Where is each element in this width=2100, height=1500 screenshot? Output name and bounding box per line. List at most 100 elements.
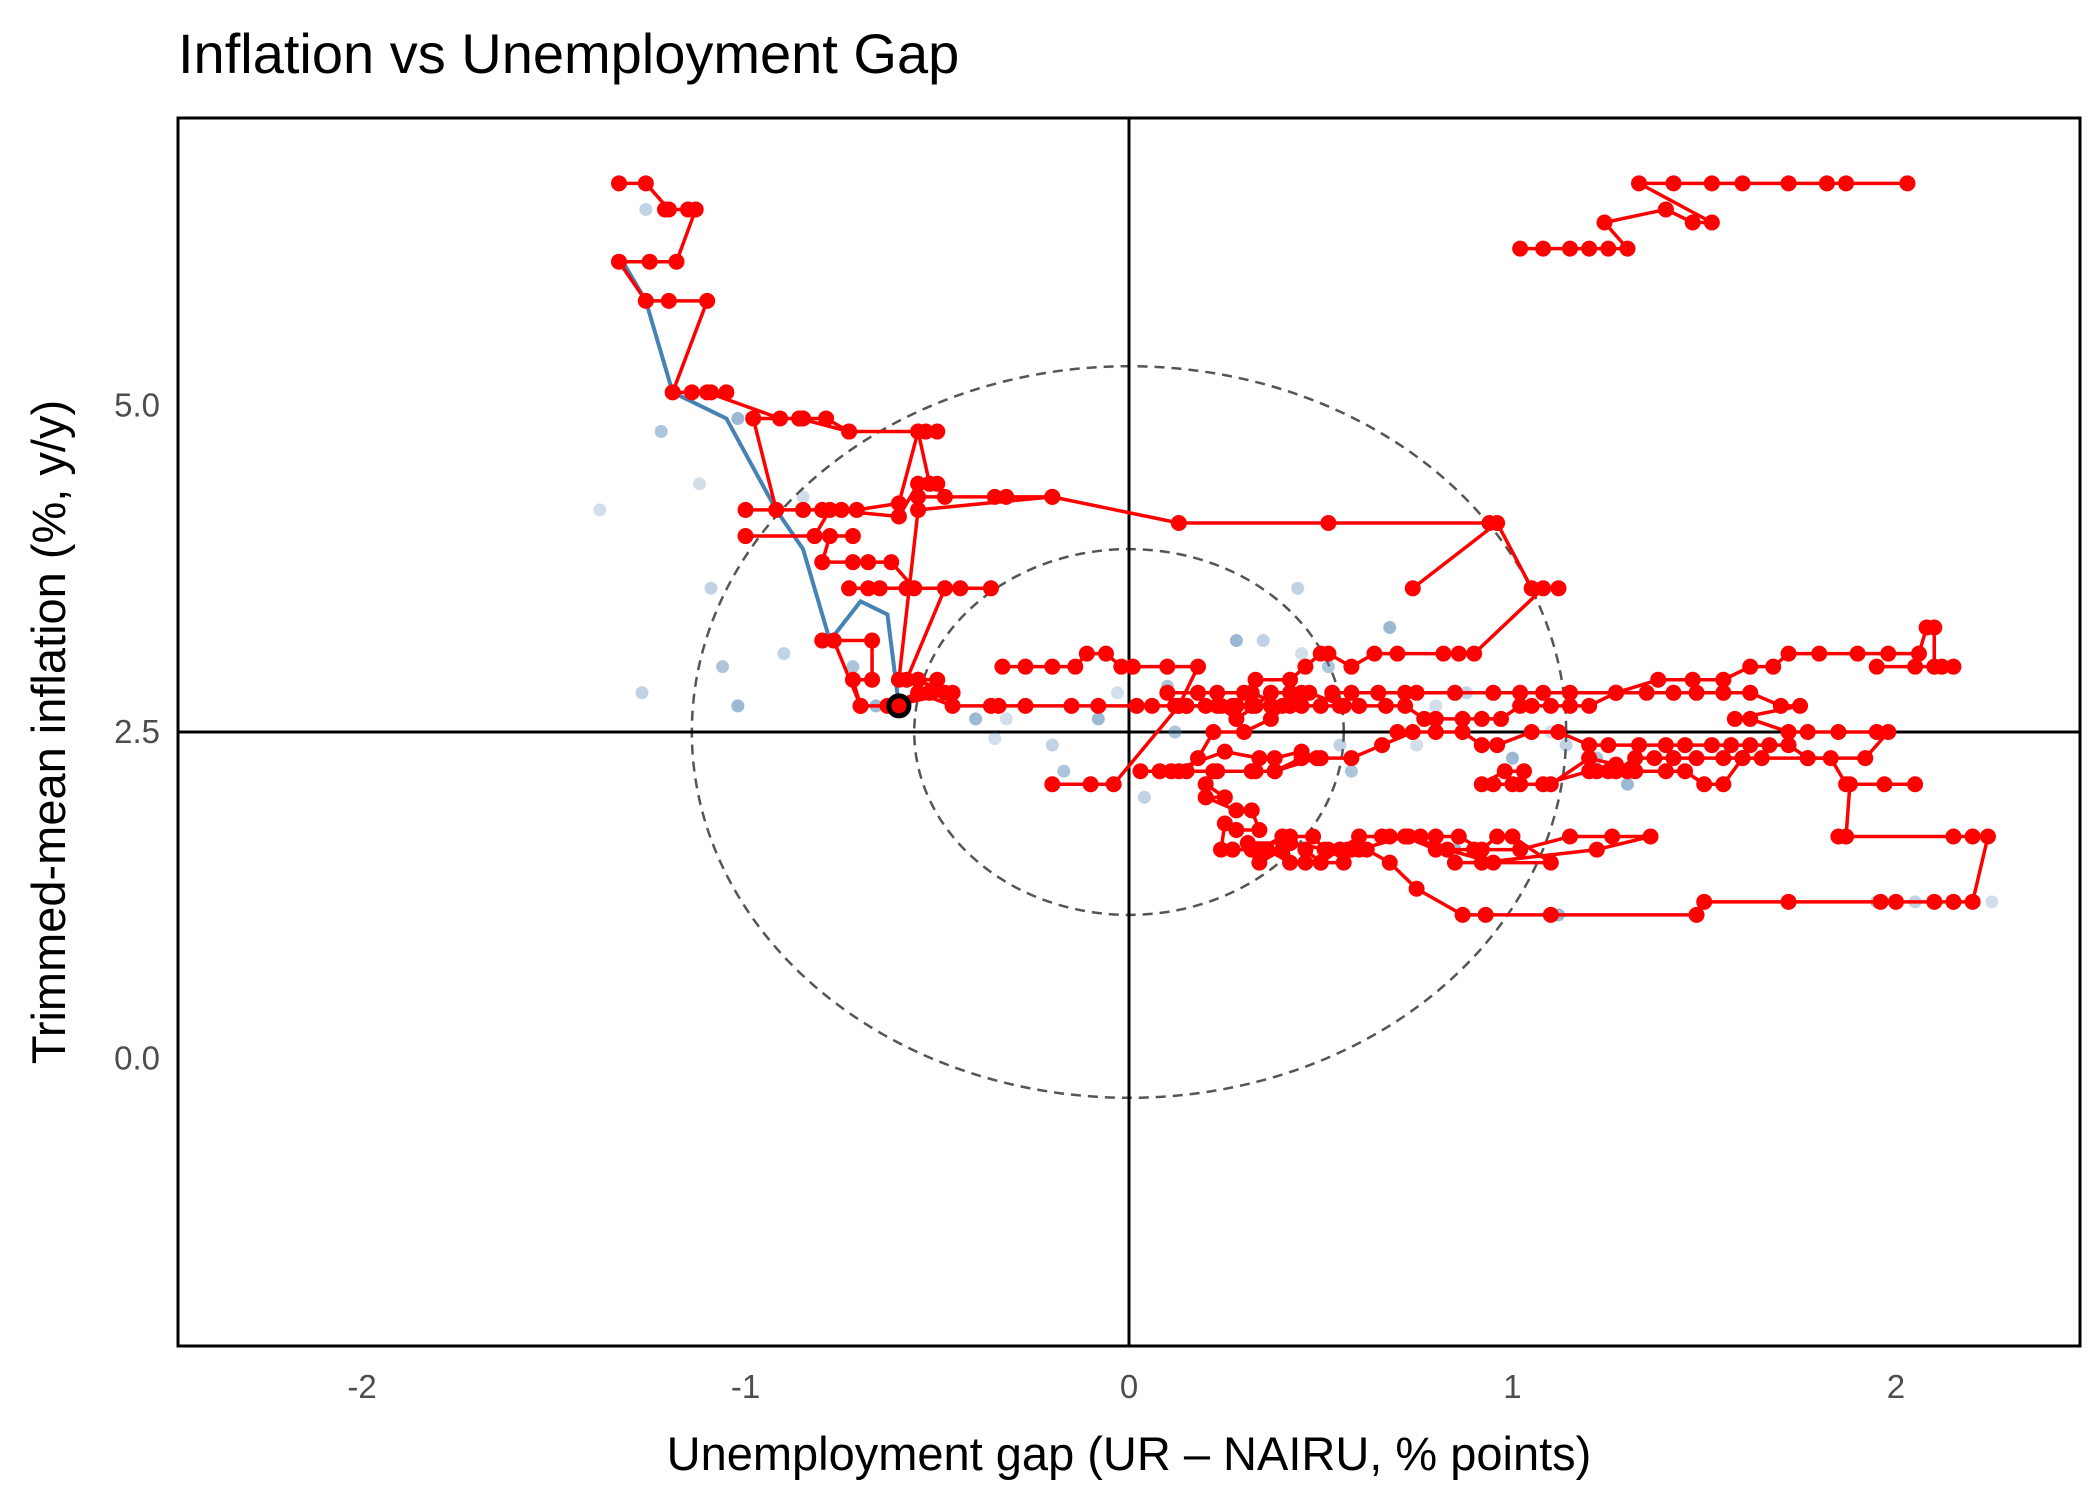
path-point [1097,645,1114,662]
path-point [1742,658,1759,675]
path-point [1811,645,1828,662]
path-point [1489,514,1506,531]
path-point [821,501,838,518]
path-point [1523,724,1540,740]
path-point [1588,841,1605,858]
path-point [1251,854,1268,871]
path-point [1477,906,1494,923]
y-tick-label: 5.0 [114,386,160,423]
path-point [833,501,850,518]
path-point [1132,763,1149,780]
path-point [1412,828,1429,845]
path-point [1473,737,1490,754]
path-point [1561,240,1578,257]
path-point [864,632,881,649]
path-point [1899,175,1916,192]
path-point [1561,828,1578,845]
path-point [1454,710,1471,727]
y-tick-label: 2.5 [114,713,160,750]
path-point [1926,893,1943,910]
path-point [1496,763,1513,780]
path-point [641,253,658,270]
path-point [871,580,888,597]
path-point [1723,737,1740,754]
history-point [1057,764,1071,778]
path-point [1197,776,1214,793]
path-point [1485,684,1502,701]
path-point [998,488,1015,505]
path-point [1197,697,1214,714]
x-tick-label: -1 [731,1368,760,1405]
path-point [929,475,946,492]
path-point [1247,697,1264,714]
path-point [1910,645,1927,662]
path-point [1880,645,1897,662]
path-point [768,501,785,518]
path-point [1427,841,1444,858]
path-point [1274,697,1291,714]
history-point [1344,764,1358,778]
path-point [1523,580,1540,597]
path-point [1416,710,1433,727]
path-point [1251,750,1268,767]
history-point [1295,647,1309,661]
path-point [1715,776,1732,793]
path-point [1504,828,1521,845]
path-point [825,632,842,649]
path-point [1657,201,1674,218]
path-point [1642,828,1659,845]
path-point [1945,658,1962,675]
x-axis-ticks: -2 -1 0 1 2 [347,1368,1905,1405]
path-point [1684,214,1701,231]
path-point [1466,841,1483,858]
path-point [668,253,685,270]
path-point [1044,488,1061,505]
path-point [1830,724,1847,740]
path-point [1063,697,1080,714]
path-point [791,410,808,427]
path-point [1236,684,1253,701]
path-point [1397,684,1414,701]
path-point [664,384,681,401]
path-point [1144,697,1161,714]
y-axis-ticks: 0.0 2.5 5.0 [114,386,160,1076]
path-point [1247,671,1264,688]
path-point [1282,684,1299,701]
path-point [1159,684,1176,701]
path-point [795,501,812,518]
path-point [844,528,861,545]
path-point [1561,684,1578,701]
path-point [1446,684,1463,701]
path-point [1619,240,1636,257]
history-point [1168,725,1182,739]
path-point [1408,880,1425,897]
path-point [1780,893,1797,910]
path-point [1435,645,1452,662]
history-point [1410,738,1424,752]
path-point [1753,750,1770,767]
path-point [610,253,627,270]
path-point [1734,750,1751,767]
path-segment-9 [1332,625,1956,695]
path-point [1044,658,1061,675]
path-point [1857,750,1874,767]
path-point [1799,724,1816,740]
history-point [1256,634,1270,648]
path-point [1512,776,1529,793]
history-point [704,581,718,595]
path-point [1090,697,1107,714]
path-point [1282,835,1299,852]
path-point [1765,658,1782,675]
path-point [1650,671,1667,688]
path-point [1312,645,1329,662]
path-point [1581,737,1598,754]
path-point [1926,619,1943,636]
path-point [1638,684,1655,701]
path-point [1473,854,1490,871]
path-point [699,292,716,309]
path-point [1293,750,1310,767]
path-point [1596,214,1613,231]
path-point [1646,750,1663,767]
history-points [593,202,1999,922]
